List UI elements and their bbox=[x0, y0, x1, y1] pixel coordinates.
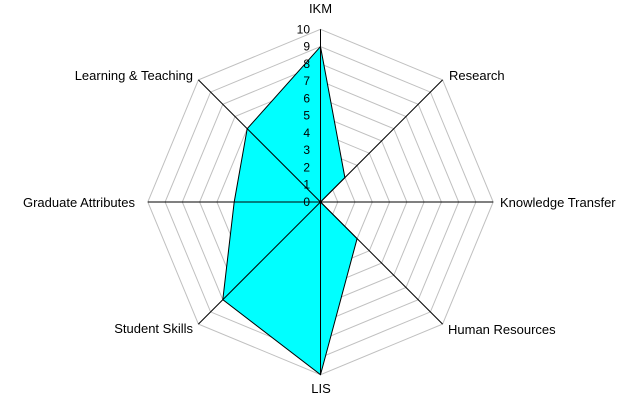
axis-spoke-research bbox=[320, 79, 443, 203]
category-label-research: Research bbox=[449, 68, 505, 83]
tick-label-7: 7 bbox=[303, 74, 310, 88]
axis-spoke-learning-teaching bbox=[198, 79, 321, 203]
tick-label-0: 0 bbox=[303, 195, 310, 209]
category-label-knowledge-transfer: Knowledge Transfer bbox=[500, 195, 616, 210]
radar-category-labels: IKM Research Knowledge Transfer Human Resou… bbox=[23, 1, 616, 396]
category-label-lis: LIS bbox=[311, 381, 331, 396]
tick-label-10: 10 bbox=[297, 22, 311, 36]
category-label-human-resources: Human Resources bbox=[448, 322, 556, 337]
axis-spoke-student-skills bbox=[198, 201, 321, 325]
tick-label-6: 6 bbox=[303, 91, 310, 105]
radar-axis-spokes bbox=[147, 29, 494, 375]
tick-label-4: 4 bbox=[303, 126, 310, 140]
tick-label-5: 5 bbox=[303, 109, 310, 123]
tick-label-3: 3 bbox=[303, 143, 310, 157]
tick-label-8: 8 bbox=[303, 57, 310, 71]
category-label-graduate-attributes: Graduate Attributes bbox=[23, 195, 136, 210]
category-label-learning-teaching: Learning & Teaching bbox=[75, 68, 193, 83]
tick-label-1: 1 bbox=[303, 178, 310, 192]
tick-label-9: 9 bbox=[303, 40, 310, 54]
category-label-ikm: IKM bbox=[309, 1, 332, 16]
tick-label-2: 2 bbox=[303, 161, 310, 175]
category-label-student-skills: Student Skills bbox=[114, 321, 193, 336]
axis-spoke-human-resources bbox=[320, 201, 443, 325]
radar-tick-labels: 0 1 2 3 4 5 6 7 8 9 10 bbox=[297, 22, 311, 209]
